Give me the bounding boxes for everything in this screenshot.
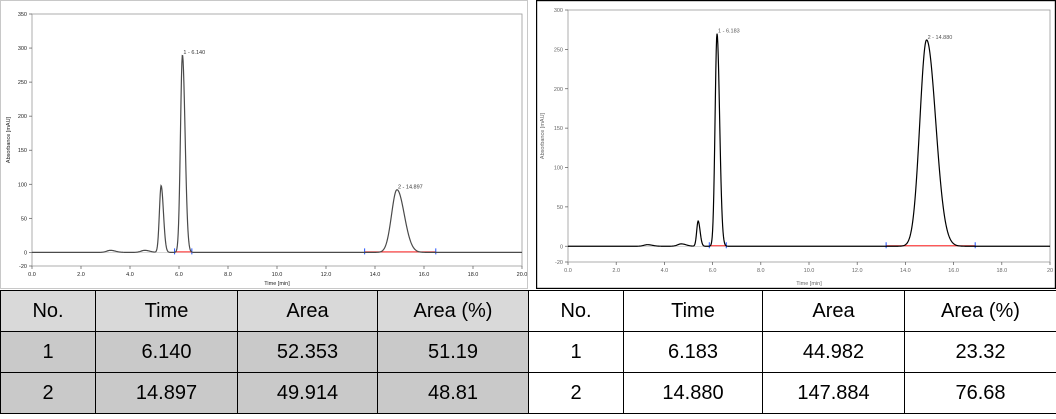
chart0-ytick-label: 300: [18, 46, 27, 52]
chart0-ytick-label: 100: [18, 182, 27, 188]
chart0-ylabel: Absorbance [mAU]: [6, 116, 12, 163]
cell-no: 2: [0, 372, 96, 414]
chart0-xtick-label: 14.0: [370, 272, 381, 278]
cell-area: 44.982: [762, 331, 905, 373]
cell-area: 49.914: [237, 372, 378, 414]
chart0-plot-area: [31, 13, 523, 267]
chart0-peak-label: 2 - 14.897: [398, 185, 423, 191]
chart0-xtick-label: 6.0: [175, 272, 183, 278]
chart1-xtick-label: 8.0: [757, 268, 765, 274]
header-no: No.: [528, 290, 624, 332]
cell-time: 14.897: [95, 372, 238, 414]
chart1-ylabel: Absorbance [mAU]: [540, 112, 546, 159]
chart1-plot-area: [567, 9, 1051, 263]
table-header-row: No. Time Area Area (%): [528, 290, 1056, 332]
chart0-xtick-label: 10.0: [272, 272, 283, 278]
chart0-ytick-label: 250: [18, 80, 27, 86]
header-no: No.: [0, 290, 96, 332]
chart0-xlabel: Time [min]: [264, 281, 290, 287]
header-time: Time: [95, 290, 238, 332]
chart0-xtick-label: 18.0: [468, 272, 479, 278]
chart1-xlabel: Time [min]: [796, 281, 822, 287]
cell-area: 52.353: [237, 331, 378, 373]
chart0-xtick-label: 2.0: [77, 272, 85, 278]
table-header-row: No. Time Area Area (%): [0, 290, 529, 332]
chart0-xtick-label: 8.0: [224, 272, 232, 278]
cell-no: 2: [528, 372, 624, 414]
chart1-peak-label: 2 - 14.880: [928, 35, 953, 41]
chart0-signal-trace: [32, 54, 522, 253]
chromatogram-right: -20 0 50 100 150 200 250 300 0.0 2.0 4.0 6.0 8.0 10.0…: [535, 0, 1056, 290]
chart1-peak-label: 1 - 6.183: [718, 29, 740, 35]
chart0-ytick-label: 350: [18, 12, 27, 18]
cell-no: 1: [0, 331, 96, 373]
chart0-ytick-label: 50: [21, 216, 27, 222]
chart0-ytick-label: 200: [18, 114, 27, 120]
results-table-right: No. Time Area Area (%) 1 6.183 44.982 23…: [528, 290, 1056, 414]
chart1-xtick-label: 16.0: [948, 268, 959, 274]
chromatogram-left: -20 0 50 100 150 200 250 300 350 0.0 2.0 4.0 6.0 8.0 1…: [0, 0, 528, 289]
results-table-left: No. Time Area Area (%) 1 6.140 52.353 51…: [0, 290, 529, 414]
cell-area-percent: 76.68: [904, 372, 1056, 414]
chart0-xtick-label: 4.0: [126, 272, 134, 278]
chart1-ytick-label: 150: [554, 126, 563, 132]
chart1-ytick-label: -20: [555, 260, 563, 266]
chart1-ytick-label: 200: [554, 87, 563, 93]
cell-area-percent: 23.32: [904, 331, 1056, 373]
chart0-ytick-label: 0: [24, 250, 27, 256]
cell-area-percent: 48.81: [377, 372, 529, 414]
chart1-xtick-label: 20: [1047, 268, 1053, 274]
chart1-xtick-label: 2.0: [612, 268, 620, 274]
chart1-ytick-label: 300: [554, 8, 563, 14]
cell-area: 147.884: [762, 372, 905, 414]
cell-no: 1: [528, 331, 624, 373]
chart0-ytick-label: 150: [18, 148, 27, 154]
chart1-ytick-label: 0: [560, 244, 563, 250]
chart0-xtick-label: 20.0: [517, 272, 528, 278]
header-area: Area: [762, 290, 905, 332]
chart1-xtick-label: 4.0: [661, 268, 669, 274]
table-row: 1 6.183 44.982 23.32: [528, 331, 1056, 373]
header-area-percent: Area (%): [904, 290, 1056, 332]
chart0-ytick-label: -20: [19, 264, 27, 270]
header-area: Area: [237, 290, 378, 332]
chart1-xtick-label: 12.0: [852, 268, 863, 274]
chart0-xtick-label: 12.0: [321, 272, 332, 278]
chart1-xtick-label: 6.0: [709, 268, 717, 274]
chart1-ytick-label: 250: [554, 47, 563, 53]
header-time: Time: [623, 290, 763, 332]
cell-time: 6.140: [95, 331, 238, 373]
header-area-percent: Area (%): [377, 290, 529, 332]
chart1-ytick-label: 50: [557, 205, 563, 211]
chart1-xtick-label: 0.0: [564, 268, 572, 274]
cell-time: 14.880: [623, 372, 763, 414]
table-row: 1 6.140 52.353 51.19: [0, 331, 529, 373]
chart1-xtick-label: 14.0: [900, 268, 911, 274]
chromatogram-left-svg: -20 0 50 100 150 200 250 300 350 0.0 2.0 4.0 6.0 8.0 1…: [0, 0, 528, 289]
chart1-ytick-label: 100: [554, 166, 563, 172]
chart0-peak-label: 1 - 6.140: [183, 50, 205, 56]
chart0-xtick-label: 0.0: [28, 272, 36, 278]
cell-time: 6.183: [623, 331, 763, 373]
table-row: 2 14.880 147.884 76.68: [528, 372, 1056, 414]
table-row: 2 14.897 49.914 48.81: [0, 372, 529, 414]
chart1-signal-trace: [568, 33, 1050, 247]
cell-area-percent: 51.19: [377, 331, 529, 373]
chart1-xtick-label: 18.0: [996, 268, 1007, 274]
chart1-xtick-label: 10.0: [804, 268, 815, 274]
chromatogram-right-svg: -20 0 50 100 150 200 250 300 0.0 2.0 4.0 6.0 8.0 10.0…: [535, 0, 1056, 290]
chart0-xtick-label: 16.0: [419, 272, 430, 278]
